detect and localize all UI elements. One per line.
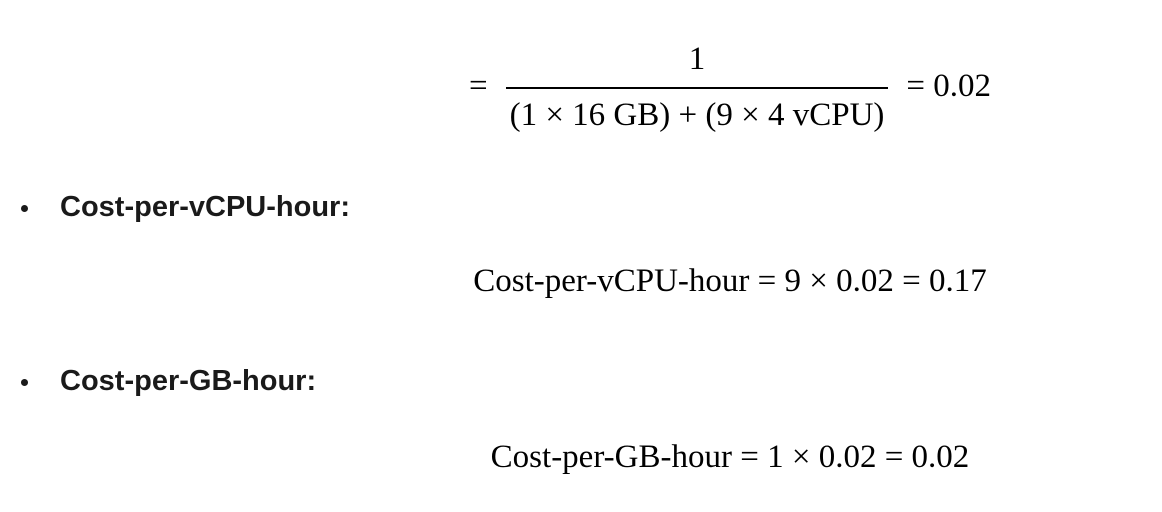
fraction-numerator: 1 [688,41,706,77]
equation-result: = 0.02 [906,68,992,105]
bullet-icon [21,205,28,213]
cost-per-gb-hour-equation: Cost-per-GB-hour = 1 × 0.02 = 0.02 [490,439,970,475]
list-item-label: Cost-per-GB-hour: [60,365,317,397]
list-item-cost-per-gb-hour: Cost-per-GB-hour: [21,364,316,399]
cost-per-vcpu-hour-equation: Cost-per-vCPU-hour = 9 × 0.02 = 0.17 [473,263,987,299]
bullet-icon [21,379,28,387]
fraction-denominator: (1 × 16 GB) + (9 × 4 vCPU) [505,87,889,138]
equation-lhs-equals: = [468,68,488,105]
cost-per-resource-hour-equation: = 1 (1 × 16 GB) + (9 × 4 vCPU) = 0.02 [300,36,1160,138]
list-item-label: Cost-per-vCPU-hour: [60,191,350,223]
equation-fraction: 1 (1 × 16 GB) + (9 × 4 vCPU) [505,36,889,138]
list-item-cost-per-vcpu-hour: Cost-per-vCPU-hour: [21,190,350,225]
